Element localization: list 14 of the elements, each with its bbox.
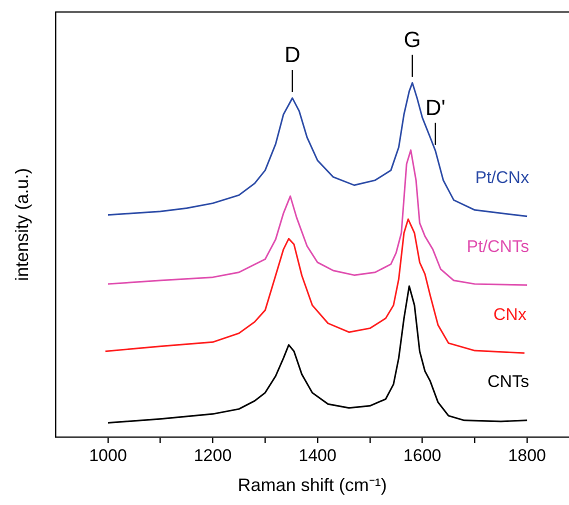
x-tick-label: 1800 [508,446,546,465]
x-tick-label: 1400 [298,446,336,465]
annotation: D' [425,94,446,120]
x-tick-label: 1600 [403,446,442,465]
x-tick-label: 1200 [194,446,232,465]
series-label: Pt/CNx [475,168,530,188]
series-label: CNTs [488,372,530,392]
y-axis-title: intensity (a.u.) [12,168,32,282]
annotation: D [284,42,300,68]
x-axis-title: Raman shift (cm⁻¹) [238,475,387,496]
annotation: G [404,26,421,52]
series-label: Pt/CNTs [466,236,530,256]
x-tick-label: 1000 [89,446,127,465]
series-label: CNx [493,304,527,324]
